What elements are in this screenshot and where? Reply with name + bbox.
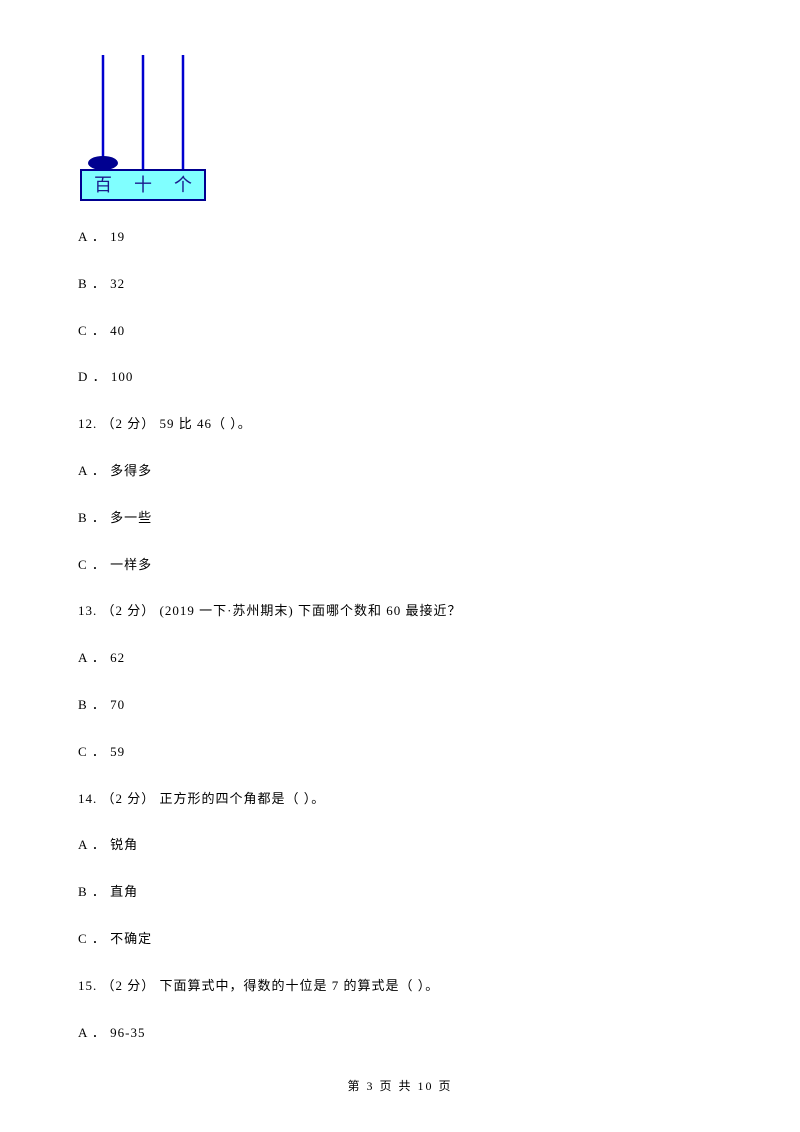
bead-hundred bbox=[88, 156, 118, 170]
q13-stem: 13. （2 分） (2019 一下·苏州期末) 下面哪个数和 60 最接近？ bbox=[78, 601, 722, 622]
q15-option-a: A ． 96-35 bbox=[78, 1023, 722, 1044]
q11-option-c: C ． 40 bbox=[78, 321, 722, 342]
label-hundred: 百 bbox=[94, 175, 112, 195]
q12-option-b: B ． 多一些 bbox=[78, 508, 722, 529]
abacus-svg: 百 十 个 bbox=[78, 55, 208, 205]
q15-stem: 15. （2 分） 下面算式中，得数的十位是 7 的算式是（ ）。 bbox=[78, 976, 722, 997]
q14-option-a: A ． 锐角 bbox=[78, 835, 722, 856]
abacus-figure: 百 十 个 bbox=[78, 55, 722, 209]
page-footer: 第 3 页 共 10 页 bbox=[0, 1077, 800, 1094]
page-content: 百 十 个 A ． 19 B ． 32 C ． 40 D ． 100 12. （… bbox=[0, 0, 800, 1043]
q13-option-b: B ． 70 bbox=[78, 695, 722, 716]
q11-option-a: A ． 19 bbox=[78, 227, 722, 248]
q14-option-c: C ． 不确定 bbox=[78, 929, 722, 950]
q11-option-b: B ． 32 bbox=[78, 274, 722, 295]
q11-option-d: D ． 100 bbox=[78, 367, 722, 388]
q12-stem: 12. （2 分） 59 比 46（ ）。 bbox=[78, 414, 722, 435]
q14-stem: 14. （2 分） 正方形的四个角都是（ ）。 bbox=[78, 789, 722, 810]
label-one: 个 bbox=[174, 175, 192, 195]
q12-option-a: A ． 多得多 bbox=[78, 461, 722, 482]
q12-option-c: C ． 一样多 bbox=[78, 555, 722, 576]
q13-option-c: C ． 59 bbox=[78, 742, 722, 763]
q14-option-b: B ． 直角 bbox=[78, 882, 722, 903]
q13-option-a: A ． 62 bbox=[78, 648, 722, 669]
label-ten: 十 bbox=[134, 175, 152, 195]
